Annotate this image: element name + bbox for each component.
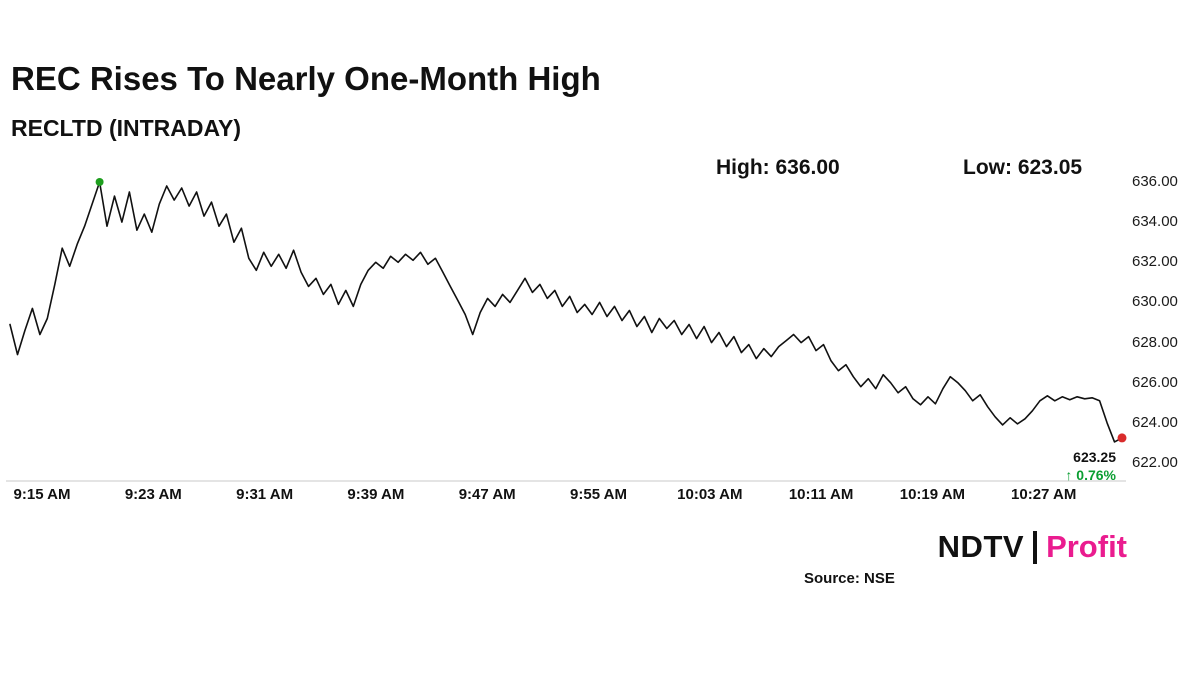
source-label: Source: NSE: [804, 570, 895, 587]
chart-title: REC Rises To Nearly One-Month High: [11, 60, 601, 97]
y-axis-tick: 632.00: [1132, 253, 1178, 271]
low-value-label: Low: 623.05: [963, 156, 1083, 179]
ndtv-logo-text: NDTV: [937, 529, 1025, 564]
x-axis-tick: 9:23 AM: [124, 486, 182, 503]
y-axis-tick: 628.00: [1132, 333, 1178, 351]
x-axis-tick: 10:19 AM: [899, 486, 966, 503]
price-line-chart: [6, 178, 1127, 482]
chart-subtitle: RECLTD (INTRADAY): [11, 115, 241, 141]
x-axis-tick: 9:47 AM: [458, 486, 516, 503]
logo-divider: [1033, 530, 1038, 564]
ndtv-profit-logo: NDTV Profit: [938, 529, 1127, 565]
x-axis-tick: 9:55 AM: [570, 486, 627, 503]
y-axis-tick: 636.00: [1132, 173, 1178, 190]
high-value-label: High: 636.00: [716, 156, 840, 179]
x-axis-tick: 9:39 AM: [347, 486, 405, 503]
last-price-label: 623.25: [1073, 449, 1116, 465]
profit-logo-text: Profit: [1046, 529, 1127, 564]
y-axis-tick: 624.00: [1132, 413, 1178, 431]
x-axis-tick: 10:27 AM: [1011, 486, 1077, 503]
change-percent-label: ↑ 0.76%: [1065, 467, 1116, 483]
x-axis-tick: 10:11 AM: [788, 486, 854, 503]
price-line: [9, 181, 1123, 443]
y-axis-tick: 630.00: [1132, 293, 1178, 311]
x-axis-tick: 9:31 AM: [236, 486, 294, 503]
x-axis-tick: 9:15 AM: [13, 486, 71, 503]
y-axis-tick: 622.00: [1132, 454, 1178, 471]
high-point-marker: [95, 178, 104, 186]
y-axis-tick: 634.00: [1132, 213, 1178, 231]
x-axis-tick: 10:03 AM: [677, 486, 743, 503]
y-axis-tick: 626.00: [1132, 373, 1178, 391]
last-price-marker: [1117, 433, 1127, 443]
